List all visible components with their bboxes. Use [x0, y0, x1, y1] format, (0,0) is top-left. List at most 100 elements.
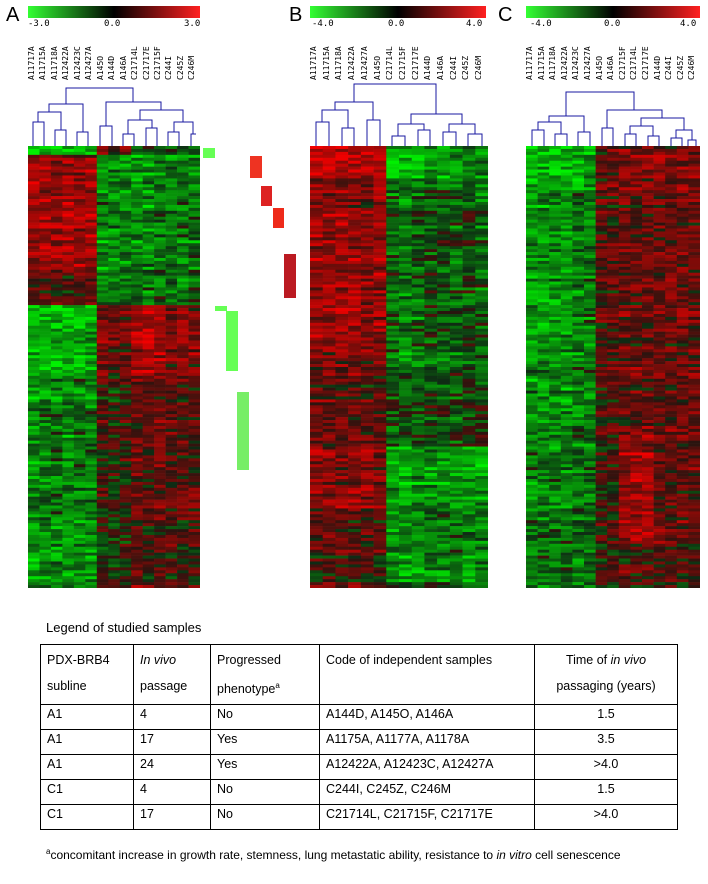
heatmap-cell [665, 237, 678, 241]
heatmap-cell [188, 355, 200, 359]
heatmap-cell [399, 349, 413, 353]
heatmap-cell [411, 358, 425, 362]
heatmap-cell [607, 157, 620, 162]
heatmap-cell [154, 564, 166, 568]
heatmap-cell [549, 175, 562, 179]
heatmap-cell [73, 278, 86, 282]
heatmap-cell [119, 511, 132, 515]
heatmap-cell [335, 499, 349, 503]
heatmap-cell [373, 414, 387, 418]
heatmap-cell [96, 296, 109, 300]
heatmap-cell [62, 278, 75, 282]
heatmap-cell [462, 154, 476, 159]
heatmap-cell [475, 160, 488, 164]
heatmap-cell [449, 148, 463, 153]
heatmap-cell [50, 272, 63, 276]
heatmap-cell [449, 555, 463, 559]
heatmap-cell [688, 187, 700, 191]
heatmap-cell [424, 549, 438, 553]
heatmap-cell [335, 517, 349, 521]
heatmap-cell [386, 260, 400, 265]
heatmap-cell [154, 532, 166, 536]
heatmap-cell [348, 582, 362, 586]
heatmap-cell [177, 352, 189, 356]
heatmap-cell [437, 467, 451, 471]
heatmap-cell [449, 576, 463, 580]
heatmap-cell [386, 478, 400, 483]
heatmap-cell [62, 346, 75, 350]
heatmap-cell [85, 372, 98, 377]
heatmap-cell [142, 355, 155, 359]
heatmap-cell [73, 216, 86, 220]
heatmap-cell [335, 146, 349, 150]
heatmap-cell [373, 263, 387, 268]
heatmap-cell [462, 464, 476, 468]
heatmap-cell [560, 237, 573, 241]
heatmap-cell [399, 532, 413, 536]
heatmap-cell [165, 490, 178, 495]
heatmap-cell [108, 287, 121, 291]
heatmap-cell [437, 567, 451, 571]
heatmap-cell [28, 246, 40, 250]
heatmap-cell [335, 169, 349, 173]
heatmap-cell [131, 240, 143, 244]
heatmap-cell [142, 201, 155, 206]
heatmap-cell [526, 210, 538, 215]
heatmap-cell [630, 201, 643, 206]
heatmap-cell [177, 213, 189, 218]
heatmap-cell [424, 464, 438, 468]
heatmap-cell [595, 228, 608, 232]
heatmap-cell [28, 308, 40, 312]
heatmap-cell [85, 449, 98, 453]
heatmap-cell [373, 240, 387, 244]
heatmap-cell [322, 552, 336, 556]
heatmap-cell [424, 337, 438, 341]
heatmap-cell [572, 181, 585, 185]
heatmap-cell [177, 337, 189, 341]
heatmap-cell [28, 425, 40, 430]
heatmap-cell [177, 396, 189, 400]
heatmap-cell [50, 178, 63, 182]
heatmap-cell [131, 172, 143, 176]
heatmap-cell [188, 526, 200, 530]
heatmap-cell [437, 302, 451, 306]
heatmap-cell [131, 316, 143, 321]
heatmap-cell [188, 570, 200, 574]
heatmap-cell [437, 325, 451, 329]
heatmap-cell [142, 561, 155, 565]
heatmap-cell [154, 340, 166, 344]
heatmap-cell [665, 166, 678, 170]
heatmap-cell [142, 508, 155, 512]
heatmap-cell [119, 293, 132, 297]
heatmap-cell [177, 532, 189, 536]
heatmap-cell [549, 187, 562, 191]
heatmap-cell [85, 440, 98, 444]
heatmap-cell [322, 570, 336, 574]
heatmap-cell [96, 364, 109, 368]
heatmap-cell [437, 181, 451, 185]
heatmap-cell [399, 420, 413, 424]
heatmap-cell [449, 537, 463, 542]
heatmap-cell [449, 529, 463, 533]
heatmap-cell [188, 210, 200, 215]
heatmap-cell [360, 255, 374, 259]
heatmap-cell [85, 496, 98, 500]
heatmap-cell [335, 260, 349, 265]
panel-letter-b: B [289, 4, 303, 26]
heatmap-cell [108, 484, 121, 489]
heatmap-cell [437, 234, 451, 238]
dendrogram-branch [548, 115, 585, 132]
heatmap-cell [373, 272, 387, 276]
heatmap-cell [131, 328, 143, 332]
heatmap-cell [310, 190, 324, 194]
heatmap-cell [386, 408, 400, 412]
heatmap-cell [154, 520, 166, 524]
heatmap-cell [154, 331, 166, 335]
heatmap-cell [335, 281, 349, 285]
heatmap-cell [360, 325, 374, 329]
heatmap-cell [399, 340, 413, 344]
heatmap-cell [335, 284, 349, 288]
heatmap-cell [85, 343, 98, 347]
heatmap-cell [50, 496, 63, 500]
heatmap-cell [177, 154, 189, 159]
